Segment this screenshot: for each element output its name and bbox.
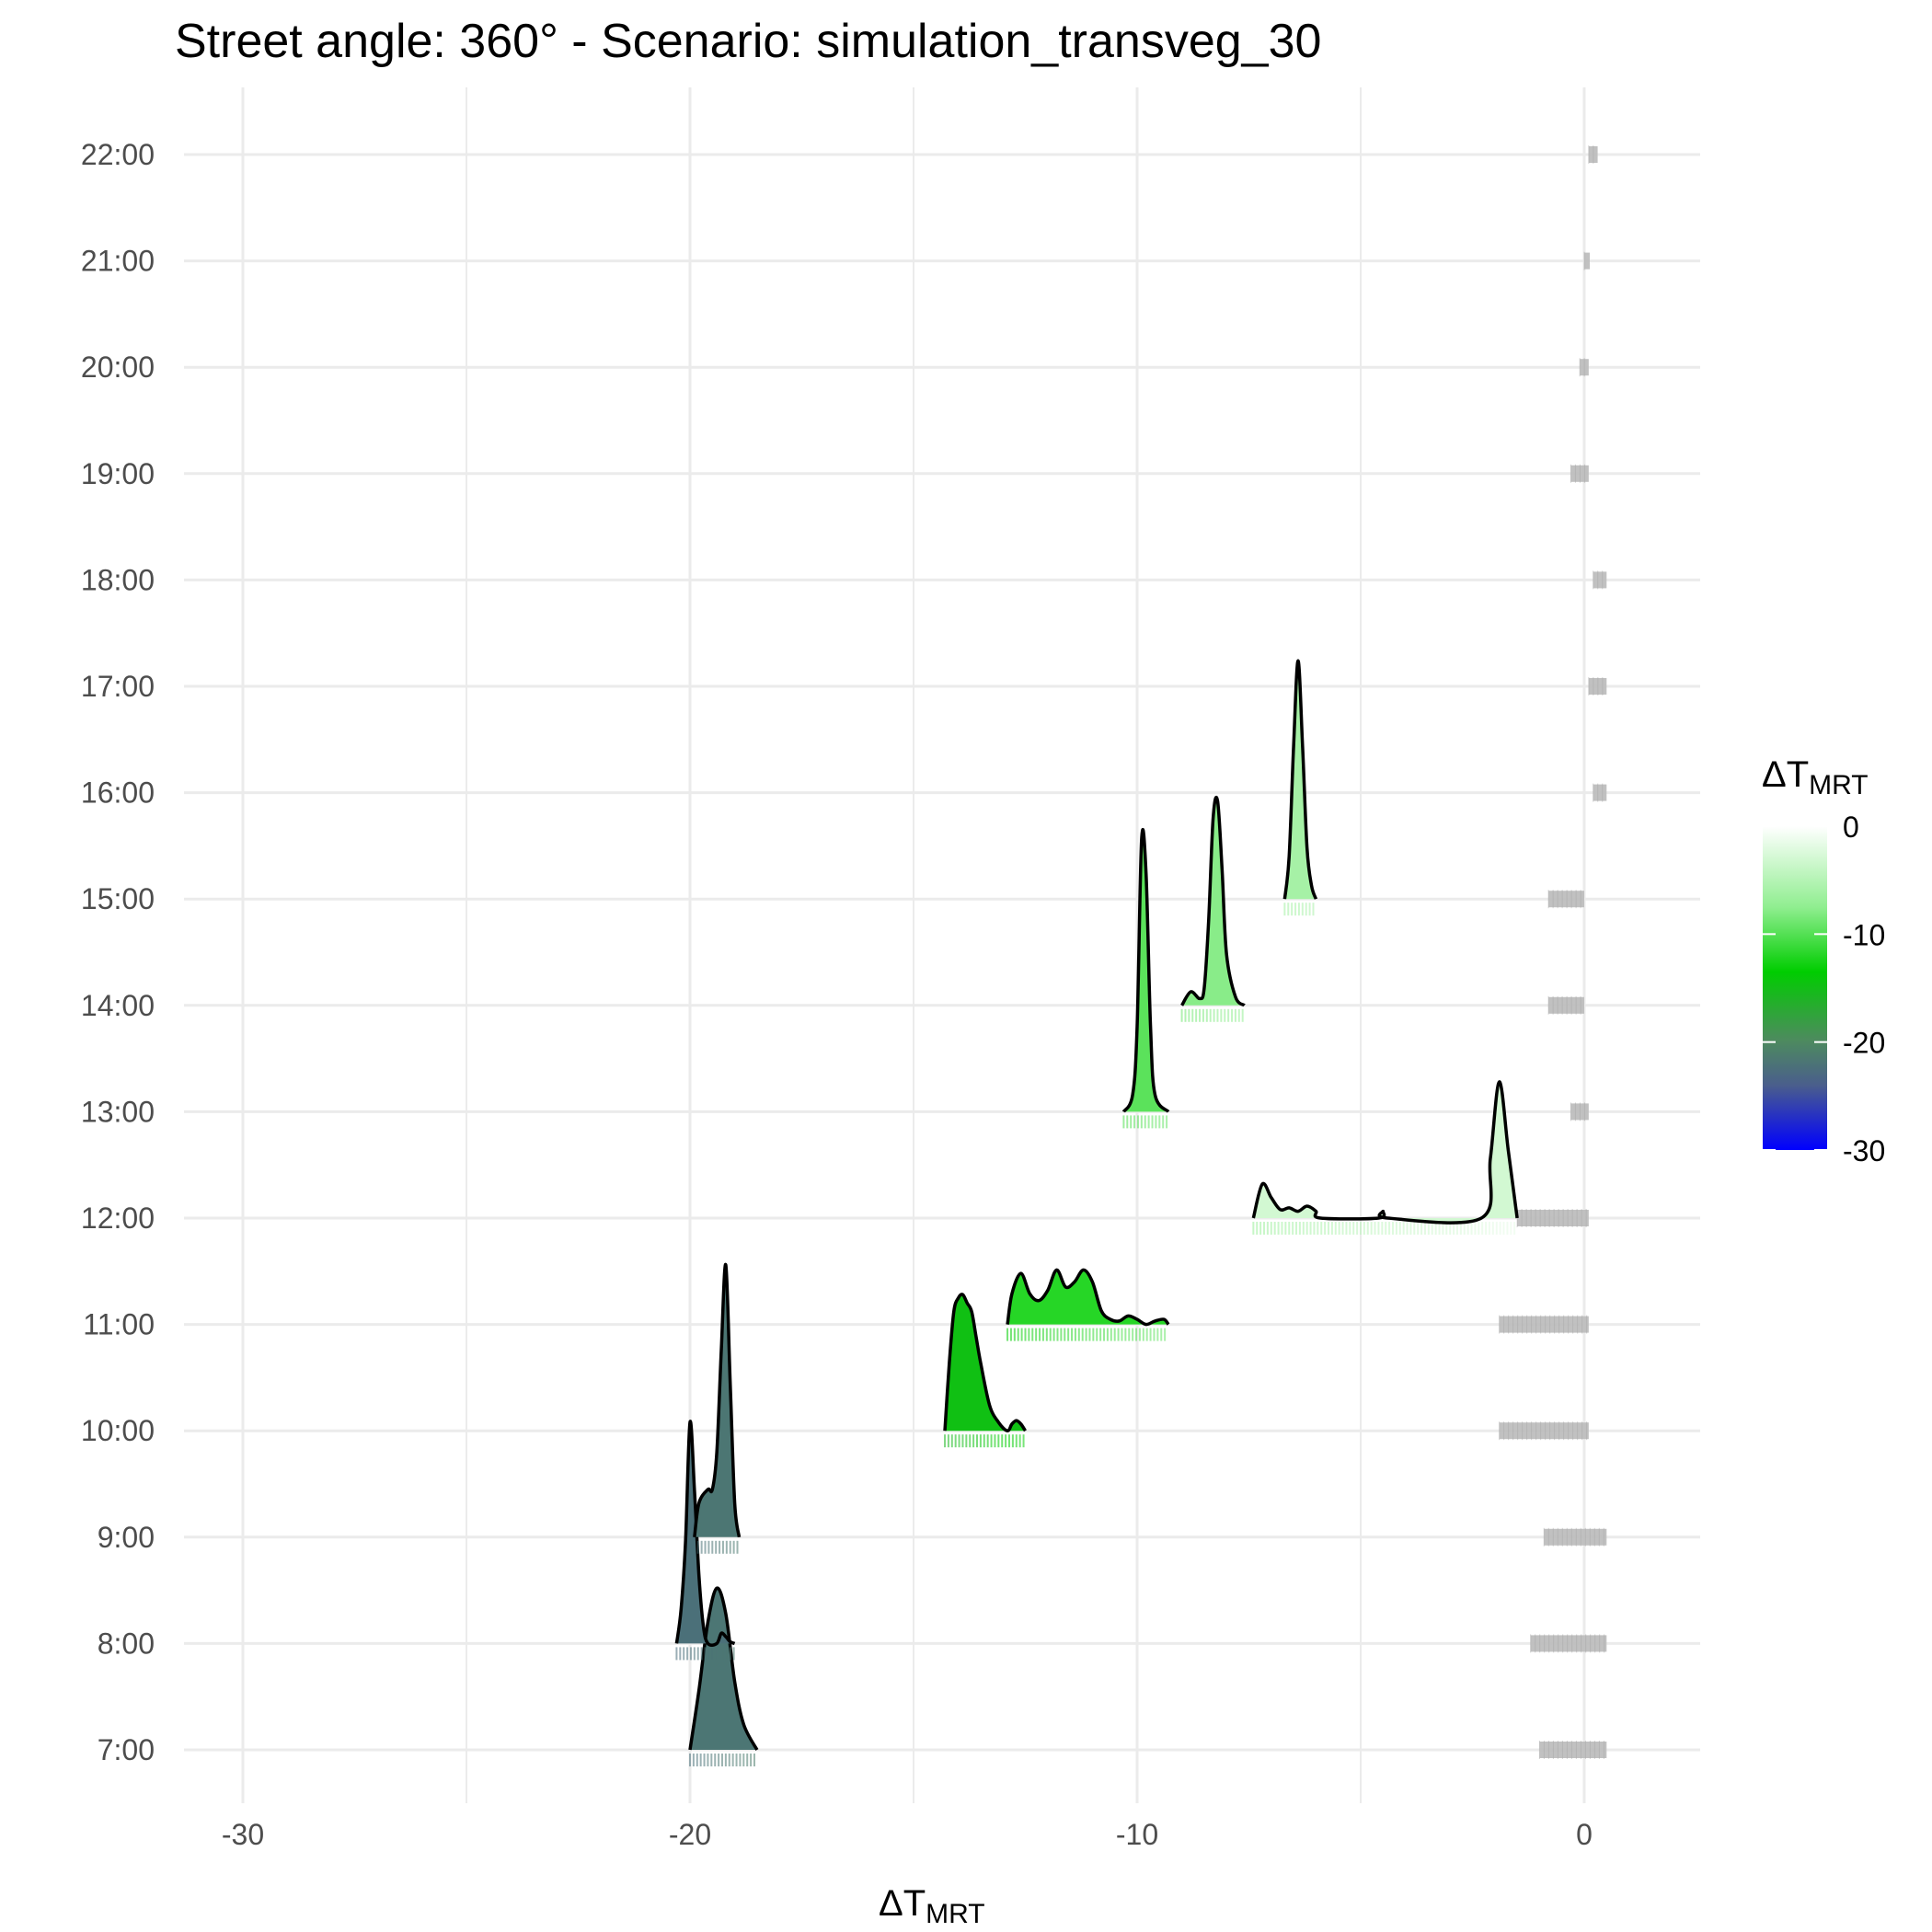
ridge-fill bbox=[1181, 797, 1245, 1006]
legend: ΔTMRT 0 -10 -20 -30 bbox=[1762, 754, 1885, 1167]
x-tick-label: -10 bbox=[1116, 1818, 1158, 1851]
y-tick-label: 12:00 bbox=[81, 1202, 155, 1235]
density-ridges bbox=[674, 659, 1519, 1766]
ridge-fill bbox=[676, 1420, 735, 1646]
x-axis-tick-labels: -30 -20 -10 0 bbox=[222, 1818, 1593, 1851]
rug-grey bbox=[1499, 1316, 1589, 1333]
ridge-fill bbox=[1123, 829, 1169, 1112]
ridge-line bbox=[674, 1420, 736, 1647]
y-tick-label: 20:00 bbox=[81, 351, 155, 384]
rug-grey bbox=[1544, 1528, 1607, 1546]
ridge-line bbox=[693, 1263, 742, 1538]
y-axis-tick-labels: 7:00 8:00 9:00 10:00 11:00 12:00 13:00 14:00 15:… bbox=[81, 138, 155, 1766]
y-tick-label: 11:00 bbox=[83, 1308, 155, 1341]
ridge-line bbox=[1121, 827, 1170, 1113]
y-tick-label: 19:00 bbox=[81, 457, 155, 490]
ridge-fill bbox=[945, 1294, 1026, 1432]
rug-grey bbox=[1593, 571, 1607, 589]
rug-marks bbox=[1499, 145, 1607, 1759]
y-tick-label: 9:00 bbox=[98, 1521, 155, 1554]
rug-grey bbox=[1548, 891, 1584, 908]
y-tick-label: 15:00 bbox=[81, 882, 155, 915]
ridge-line bbox=[1251, 1080, 1519, 1225]
y-tick-label: 22:00 bbox=[81, 138, 155, 171]
x-axis-title: ΔTMRT bbox=[879, 1883, 985, 1929]
ridge-fill bbox=[1253, 1081, 1518, 1224]
legend-ticks: 0 -10 -20 -30 bbox=[1763, 811, 1885, 1167]
grid-lines bbox=[184, 87, 1700, 1803]
rug-grey bbox=[1584, 252, 1590, 270]
ridge-fill bbox=[1284, 661, 1317, 900]
y-tick-label: 7:00 bbox=[98, 1733, 155, 1766]
legend-label: 0 bbox=[1843, 811, 1859, 844]
y-tick-label: 17:00 bbox=[81, 670, 155, 703]
ridge-line bbox=[943, 1293, 1027, 1432]
legend-title: ΔTMRT bbox=[1762, 754, 1869, 800]
ridge-fill bbox=[1007, 1270, 1169, 1325]
rug-grey bbox=[1593, 784, 1607, 801]
legend-label: -20 bbox=[1843, 1027, 1885, 1060]
y-tick-label: 21:00 bbox=[81, 245, 155, 278]
x-tick-label: 0 bbox=[1576, 1818, 1593, 1851]
rug-grey bbox=[1539, 1742, 1607, 1758]
y-tick-label: 14:00 bbox=[81, 989, 155, 1022]
x-tick-label: -20 bbox=[669, 1818, 711, 1851]
chart-title: Street angle: 360° - Scenario: simulatio… bbox=[175, 15, 1321, 68]
y-tick-label: 18:00 bbox=[81, 563, 155, 596]
rug-grey bbox=[1530, 1635, 1607, 1652]
ridge-line bbox=[1180, 796, 1246, 1007]
ridge-line bbox=[1006, 1268, 1170, 1327]
ridge-fill bbox=[690, 1588, 757, 1750]
legend-label: -10 bbox=[1843, 918, 1885, 951]
legend-colorbar bbox=[1763, 826, 1827, 1150]
y-tick-label: 16:00 bbox=[81, 776, 155, 810]
legend-label: -30 bbox=[1843, 1134, 1885, 1167]
rug-grey bbox=[1499, 1422, 1589, 1440]
ridge-line bbox=[1282, 659, 1318, 900]
x-tick-label: -30 bbox=[222, 1818, 264, 1851]
rug-grey bbox=[1517, 1210, 1589, 1226]
y-tick-label: 10:00 bbox=[81, 1414, 155, 1447]
y-tick-label: 13:00 bbox=[81, 1095, 155, 1128]
rug-grey bbox=[1548, 996, 1584, 1014]
ridge-line bbox=[688, 1586, 759, 1751]
y-tick-label: 8:00 bbox=[98, 1627, 155, 1660]
